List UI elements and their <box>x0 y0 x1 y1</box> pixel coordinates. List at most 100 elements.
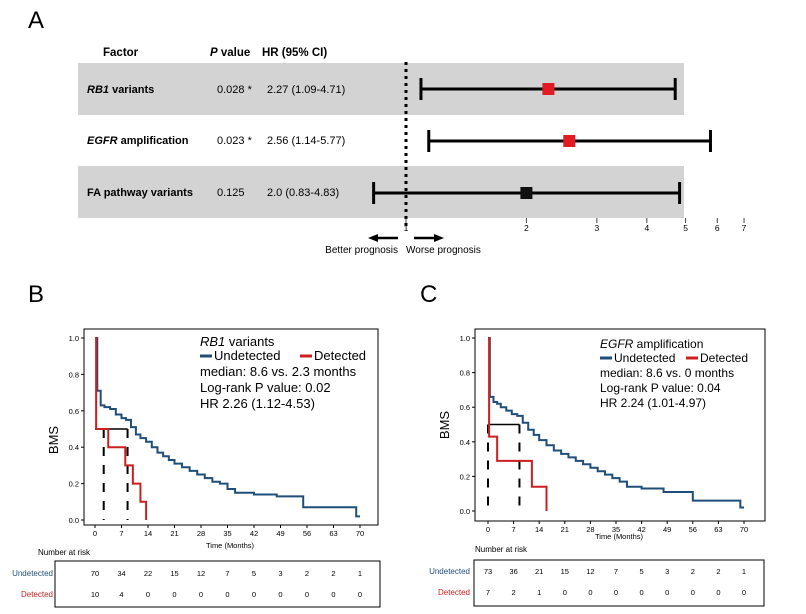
km-b-risk-undetected-49: 3 <box>278 569 282 578</box>
km-c-risk-title: Number at risk <box>475 545 528 554</box>
forest-x-tick-label-4: 4 <box>644 223 649 233</box>
km-b-x-tick-label-35: 35 <box>223 529 231 538</box>
km-b-curve-detected <box>95 337 148 520</box>
km-c-legend-title: EGFR amplification <box>600 337 703 351</box>
forest-x-tick-label-2: 2 <box>524 223 529 233</box>
km-c-risk-detected-63: 0 <box>716 588 720 597</box>
worse-prognosis-label: Worse prognosis <box>406 245 481 256</box>
worse-prognosis-arrowhead <box>434 234 444 242</box>
km-b-x-tick-label-63: 63 <box>329 529 337 538</box>
km-c-risk-undetected-21: 15 <box>561 567 569 576</box>
km-b-legend-title: RB1 variants <box>200 334 275 349</box>
km-b-risk-label-detected: Detected <box>21 590 53 599</box>
km-c-stat-hr: HR 2.24 (1.01-4.97) <box>600 396 706 410</box>
km-b-risk-undetected-56: 2 <box>305 569 309 578</box>
km-b-x-tick-label-42: 42 <box>250 529 258 538</box>
km-b-risk-detected-49: 0 <box>278 590 282 599</box>
km-c-frame <box>474 328 766 522</box>
km-b-xticks: 0 7 14 21 28 35 42 49 56 63 70 <box>93 525 364 538</box>
km-c-y-tick-label-0.8: 0.8 <box>460 369 470 378</box>
km-c-risk-detected-0: 7 <box>486 588 490 597</box>
forest-axis: 1 2 3 4 5 6 7 <box>404 218 747 233</box>
km-c-risk-undetected-7: 36 <box>509 567 517 576</box>
forest-row1-p: 0.028 * <box>217 84 253 96</box>
km-c-risk-undetected-63: 2 <box>716 567 720 576</box>
km-c-x-tick-label-14: 14 <box>535 525 543 534</box>
km-c-x-tick-label-70: 70 <box>740 525 748 534</box>
km-c-risk-undetected-28: 12 <box>586 567 594 576</box>
km-b-stat-hr: HR 2.26 (1.12-4.53) <box>200 396 315 411</box>
km-b-y-tick-label-1.0: 1.0 <box>69 334 79 343</box>
km-b-risk-undetected-35: 7 <box>225 569 229 578</box>
km-c-curve-undetected <box>488 337 744 509</box>
forest-row2-hr: 2.56 (1.14-5.77) <box>267 135 345 147</box>
km-b-xlabel: Time (Months) <box>206 541 255 550</box>
forest-header-hr: HR (95% CI) <box>262 47 327 59</box>
km-b-y-tick-label-0.0: 0.0 <box>69 516 79 525</box>
forest-hr-marker-1 <box>542 83 555 95</box>
forest-header-factor: Factor <box>103 47 139 59</box>
km-c-x-tick-label-28: 28 <box>586 525 594 534</box>
km-c-x-tick-label-7: 7 <box>512 525 516 534</box>
km-b-stat-median: median: 8.6 vs. 2.3 months <box>200 364 357 379</box>
km-c-stat-median: median: 8.6 vs. 0 months <box>600 366 734 380</box>
km-c-risk-undetected-42: 5 <box>640 567 644 576</box>
km-b-risk-detected-42: 0 <box>252 590 256 599</box>
km-c-curves <box>487 337 744 511</box>
km-c-legend-detected: Detected <box>700 351 748 365</box>
panel-a-letter: A <box>28 7 44 34</box>
km-c-risk-label-undetected: Undetected <box>429 567 470 576</box>
forest-marks <box>372 78 712 204</box>
km-c-ylabel: BMS <box>437 411 452 440</box>
km-plot-rb1: BMS Time (Months) 0.0 0.2 0.4 0.6 0.8 1.0 0 7 1… <box>46 328 379 550</box>
km-b-risk-values: 70 34 22 15 12 7 5 3 2 2 110 4 0 0 0 0 0 0 0 0 0 <box>91 569 362 599</box>
km-b-risk-detected-70: 0 <box>358 590 362 599</box>
km-c-risk-detected-35: 0 <box>614 588 618 597</box>
panel-b-letter: B <box>28 281 44 308</box>
km-b-x-tick-label-56: 56 <box>303 529 311 538</box>
km-b-frame <box>83 328 379 526</box>
panel-c-letter: C <box>420 281 437 308</box>
km-c-curve-detected <box>488 337 548 511</box>
km-c-x-tick-label-42: 42 <box>637 525 645 534</box>
km-c-risk-undetected-14: 21 <box>535 567 543 576</box>
forest-header-pvalue: P value <box>210 47 250 59</box>
forest-x-tick-label-5: 5 <box>683 223 688 233</box>
km-b-risk-detected-21: 0 <box>172 590 176 599</box>
km-plot-egfr: BMS Time (Months) 0.0 0.2 0.4 0.6 0.8 1.0 0 7 1… <box>437 328 766 541</box>
km-c-risk-undetected-56: 2 <box>691 567 695 576</box>
km-c-risk-detected-14: 1 <box>537 588 541 597</box>
forest-row1-hr: 2.27 (1.09-4.71) <box>267 84 345 96</box>
km-b-risk-label-undetected: Undetected <box>12 569 53 578</box>
km-b-risk-detected-56: 0 <box>305 590 309 599</box>
forest-hr-marker-2 <box>563 135 576 147</box>
km-c-xticks: 0 7 14 21 28 35 42 49 56 63 70 <box>486 521 748 534</box>
km-c-x-tick-label-63: 63 <box>714 525 722 534</box>
forest-hr-marker-3 <box>520 187 533 199</box>
km-b-risk-undetected-42: 5 <box>252 569 256 578</box>
km-b-legend-undetected: Undetected <box>214 348 281 363</box>
km-b-x-tick-label-28: 28 <box>197 529 205 538</box>
km-b-risk-undetected-21: 15 <box>170 569 178 578</box>
km-c-risk-detected-7: 2 <box>512 588 516 597</box>
better-prognosis-label: Better prognosis <box>325 245 398 256</box>
km-b-legend-detected: Detected <box>314 348 366 363</box>
km-b-curve-undetected <box>95 337 360 518</box>
km-c-risk-label-detected: Detected <box>438 588 470 597</box>
km-b-risk-detected-35: 0 <box>225 590 229 599</box>
km-c-y-tick-label-0.0: 0.0 <box>460 507 470 516</box>
km-c-xlabel: Time (Months) <box>595 532 644 541</box>
km-c-x-tick-label-21: 21 <box>561 525 569 534</box>
km-b-risk-detected-28: 0 <box>199 590 203 599</box>
forest-row2-factor: EGFR amplification <box>87 135 189 147</box>
km-b-risk-undetected-7: 34 <box>117 569 125 578</box>
km-c-risk-detected-70: 0 <box>742 588 746 597</box>
km-c-x-tick-label-35: 35 <box>612 525 620 534</box>
km-c-x-tick-label-56: 56 <box>689 525 697 534</box>
km-c-risk-undetected-70: 1 <box>742 567 746 576</box>
forest-row3-hr: 2.0 (0.83-4.83) <box>267 187 339 199</box>
km-b-x-tick-label-14: 14 <box>144 529 152 538</box>
km-b-y-tick-label-0.8: 0.8 <box>69 370 79 379</box>
forest-x-tick-label-1: 1 <box>404 223 409 233</box>
forest-x-tick-label-3: 3 <box>594 223 599 233</box>
